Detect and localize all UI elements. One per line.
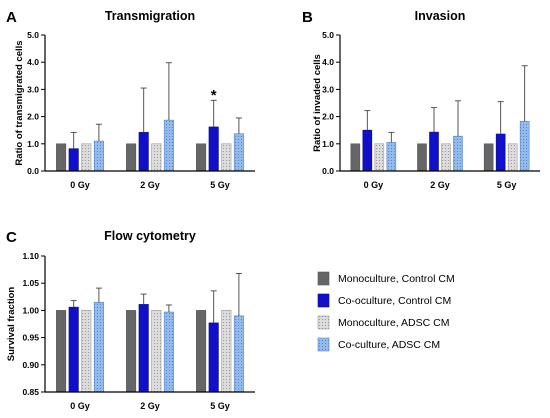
chart-panel-c: C Flow cytometry Survival fraction 0.85 0.90… [6,229,255,411]
bar [56,143,67,172]
bar [507,143,518,172]
x-tick-label: 2 Gy [430,180,450,190]
legend-label: Co-culture, ADSC CM [338,339,440,351]
legend-swatch [317,293,330,308]
bar [208,322,219,393]
chart-panel-b: B Invasion Ratio of invaded cells 0.0 1.0 2.0… [302,9,540,190]
legend-item: Co-oculture, Control CM [317,293,451,308]
y-tick-label: 0.90 [22,360,39,370]
bar [56,310,67,393]
bar [441,143,451,172]
bar [126,143,137,172]
legend-swatch [317,315,330,330]
legend: Monoculture, Control CM Co-oculture, Cont… [317,271,455,352]
y-axis-label: Ratio of transmigrated cells [14,40,25,165]
bar [163,311,174,393]
bar [362,129,373,172]
legend-swatch [317,337,330,352]
panel-letter: C [6,229,17,246]
legend-label: Monoculture, ADSC CM [338,317,449,329]
bar [138,132,149,172]
bar [495,133,506,172]
panel-letter: A [6,9,17,26]
x-tick-label: 5 Gy [497,180,517,190]
legend-item: Co-culture, ADSC CM [317,337,440,352]
x-tick-label: 2 Gy [140,401,160,411]
legend-label: Monoculture, Control CM [338,273,455,285]
bar [81,143,92,172]
bar [93,140,104,172]
bar [386,142,397,172]
y-axis-label: Ratio of invaded cells [312,54,323,152]
bar [417,143,427,172]
y-tick-label: 0.0 [27,166,39,176]
y-tick-label: 4.0 [27,57,39,67]
x-tick-label: 2 Gy [140,180,160,190]
bar [483,143,494,172]
bar [374,143,385,172]
x-tick-label: 0 Gy [70,401,90,411]
bar [221,143,232,172]
legend-label: Co-oculture, Control CM [338,295,451,307]
bar [81,310,92,393]
legend-item: Monoculture, Control CM [317,271,455,286]
y-tick-label: 1.0 [322,139,334,149]
y-tick-label: 4.0 [322,57,334,67]
bar [151,143,162,172]
x-tick-label: 5 Gy [210,401,230,411]
y-axis-label: Survival fraction [6,287,17,362]
bar [196,143,207,172]
y-tick-label: 0.0 [322,166,334,176]
bar [233,133,244,172]
y-tick-label: 1.10 [22,251,39,261]
y-tick-label: 2.0 [27,112,39,122]
y-tick-label: 5.0 [27,30,39,40]
x-tick-label: 0 Gy [70,180,90,190]
x-tick-label: 0 Gy [364,180,384,190]
y-tick-label: 1.0 [27,139,39,149]
bar [68,306,79,393]
y-tick-label: 0.95 [22,333,39,343]
panel-letter: B [302,9,313,26]
bar [126,310,137,393]
y-tick-label: 0.85 [22,387,39,397]
bar [519,120,530,172]
bar [163,119,174,172]
bar [429,131,439,172]
legend-swatch [317,271,330,286]
bar [151,310,162,393]
y-tick-label: 3.0 [322,84,334,94]
x-tick-label: 5 Gy [210,180,230,190]
y-tick-label: 2.0 [322,112,334,122]
chart-title: Transmigration [105,9,195,23]
chart-title: Invasion [415,9,466,23]
bar [68,148,79,172]
chart-panel-a: A Transmigration Ratio of transmigrated ce… [6,9,255,190]
y-tick-label: 3.0 [27,84,39,94]
y-tick-label: 1.05 [22,278,39,288]
bar [93,301,104,393]
significance-marker: * [211,87,217,104]
bar [350,143,361,172]
bar [221,310,232,393]
legend-item: Monoculture, ADSC CM [317,315,449,330]
bar [208,126,219,172]
bar [196,310,207,393]
y-tick-label: 5.0 [322,30,334,40]
chart-title: Flow cytometry [104,229,196,243]
bar [453,135,463,172]
bar [233,315,244,393]
y-tick-label: 1.00 [22,305,39,315]
bar [138,304,149,393]
